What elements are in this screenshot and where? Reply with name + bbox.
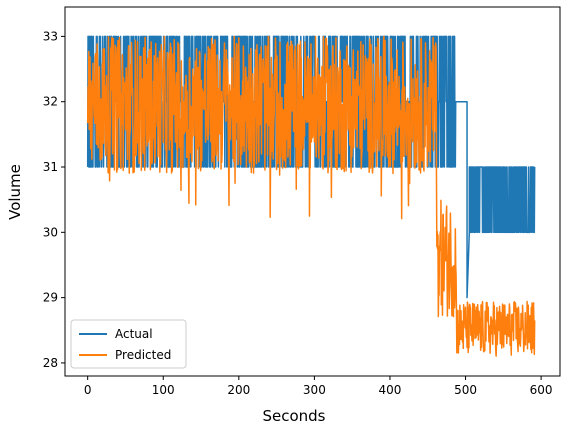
x-tick-label: 100 [152,383,175,397]
x-axis: 0 100 200 300 400 500 600 [84,376,553,397]
plot-frame [64,6,561,377]
y-tick-label: 30 [43,225,58,239]
x-tick-label: 300 [303,383,326,397]
x-tick-label: 400 [379,383,402,397]
x-tick-label: 600 [530,383,553,397]
legend-label-actual: Actual [115,327,153,341]
y-tick-label: 33 [43,29,58,43]
x-tick-label: 500 [454,383,477,397]
y-tick-label: 28 [43,356,58,370]
x-tick-label: 0 [84,383,92,397]
y-axis: 28 29 30 31 32 33 [43,29,65,370]
series-line-predicted [86,35,536,357]
y-tick-label: 32 [43,95,58,109]
legend-label-predicted: Predicted [115,348,171,362]
y-tick-label: 31 [43,160,58,174]
y-axis-label: Volume [6,164,24,220]
x-tick-label: 200 [227,383,250,397]
x-axis-label: Seconds [262,407,325,425]
y-tick-label: 29 [43,291,58,305]
legend: Actual Predicted [70,319,187,369]
plot-area [86,35,536,357]
